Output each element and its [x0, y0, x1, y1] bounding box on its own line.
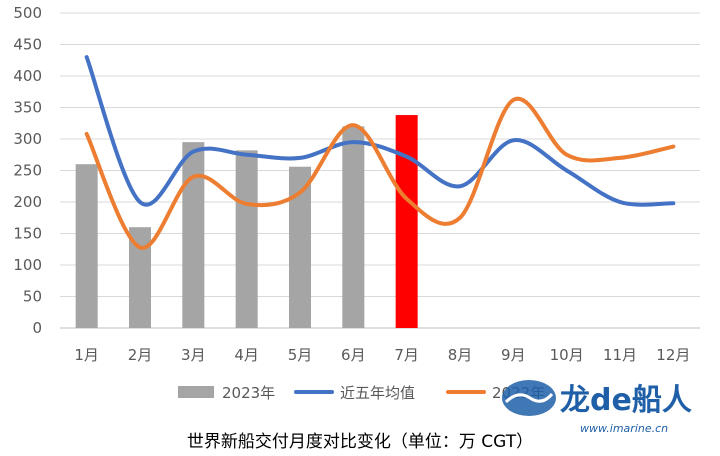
y-tick-label: 100: [13, 256, 42, 274]
series-line-0: [84, 55, 676, 207]
y-tick-label: 450: [13, 36, 42, 54]
bar: [235, 150, 258, 328]
x-tick-label: 11月: [603, 346, 637, 364]
y-tick-label: 500: [13, 4, 42, 22]
legend-label-bars: 2023年: [222, 384, 275, 402]
x-tick-label: 12月: [656, 346, 690, 364]
legend-label-series-0: 近五年均值: [340, 384, 415, 402]
bar: [129, 227, 151, 328]
x-tick-label: 8月: [448, 346, 473, 364]
chart-caption: 世界新船交付月度对比变化（单位：万 CGT）: [187, 432, 533, 452]
watermark-logo: 龙de船人 www.imarine.cn: [502, 380, 692, 435]
x-tick-label: 4月: [234, 346, 259, 364]
y-axis-ticks: 0 50 100 150 200 250 300 350 400 450 500: [13, 4, 42, 337]
legend-swatch-bars: [178, 386, 214, 398]
logo-name: 龙de船人: [560, 383, 692, 418]
legend: 2023年 近五年均值 2022年: [178, 384, 545, 402]
y-tick-label: 300: [13, 130, 42, 148]
y-tick-label: 200: [13, 193, 42, 211]
bar: [75, 164, 98, 328]
x-tick-label: 6月: [341, 346, 366, 364]
logo-wave-icon: [504, 392, 554, 404]
x-tick-label: 10月: [550, 346, 584, 364]
bars: [75, 115, 418, 329]
logo-url: www.imarine.cn: [580, 422, 668, 435]
x-tick-label: 7月: [394, 346, 419, 364]
grid-lines: [60, 12, 700, 329]
series-line-1: [84, 96, 676, 250]
x-tick-label: 2月: [128, 346, 153, 364]
y-tick-label: 400: [13, 67, 42, 85]
y-tick-label: 350: [13, 99, 42, 117]
x-tick-label: 1月: [74, 346, 99, 364]
x-tick-label: 3月: [181, 346, 206, 364]
y-tick-label: 250: [13, 162, 42, 180]
x-tick-label: 9月: [501, 346, 526, 364]
bar: [182, 142, 205, 328]
y-tick-label: 150: [13, 225, 42, 243]
y-tick-label: 50: [23, 288, 42, 306]
x-tick-label: 5月: [288, 346, 313, 364]
series-lines: [84, 55, 676, 250]
y-tick-label: 0: [32, 319, 42, 337]
bar: [342, 126, 365, 329]
x-axis-ticks: 1月 2月 3月 4月 5月 6月 7月 8月 9月 10月 11月 12月: [74, 346, 690, 364]
bar: [395, 115, 418, 328]
bar: [289, 166, 311, 328]
